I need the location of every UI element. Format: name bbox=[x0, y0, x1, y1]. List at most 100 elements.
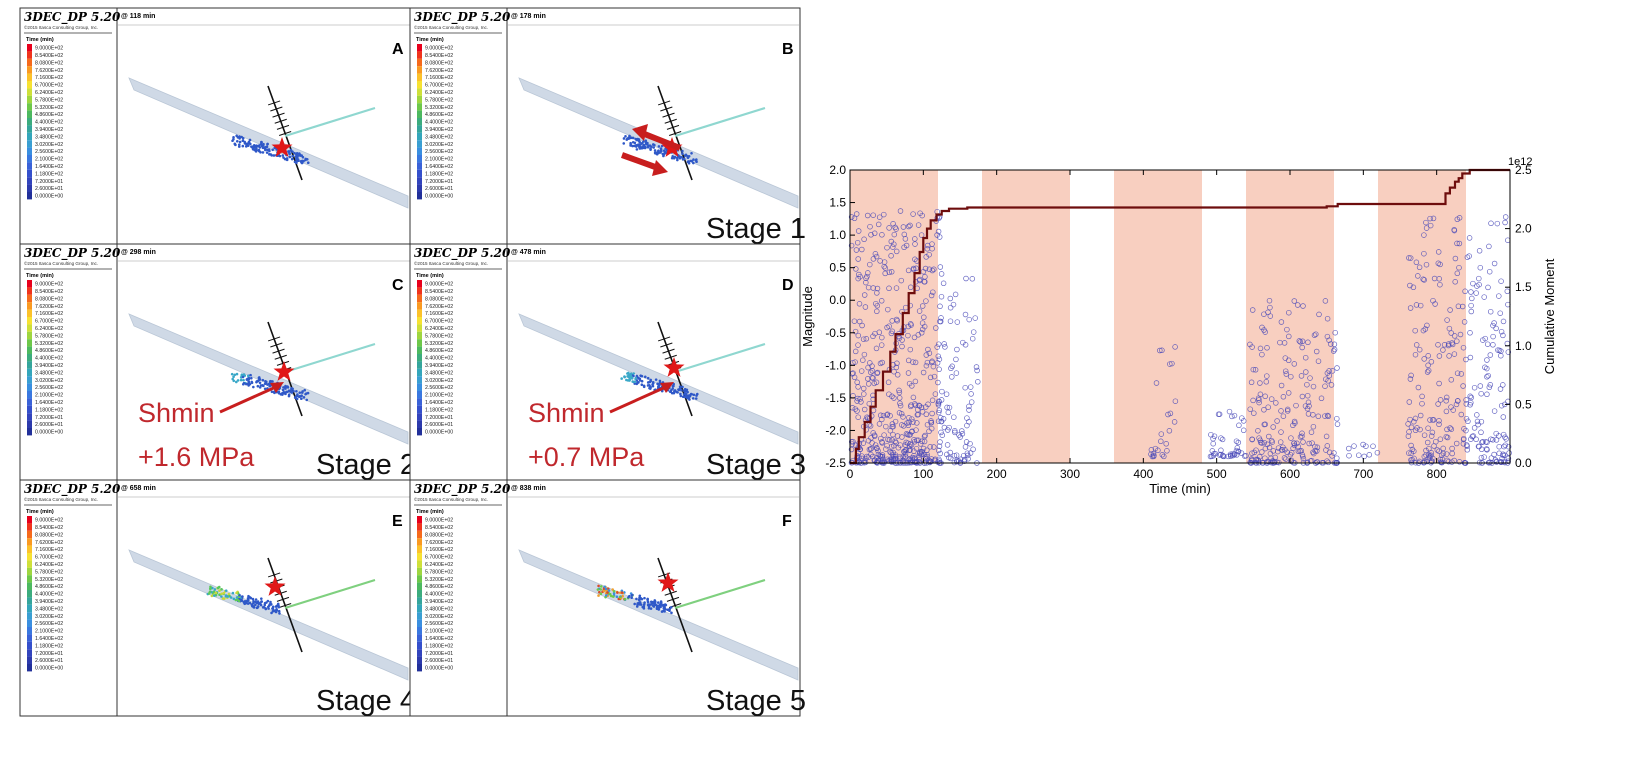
event-point bbox=[1474, 418, 1481, 425]
legend-swatch bbox=[27, 398, 32, 406]
event-point bbox=[922, 274, 928, 280]
event-point bbox=[862, 304, 869, 310]
event-point bbox=[923, 362, 930, 369]
event-dot bbox=[642, 146, 646, 150]
event-point bbox=[1274, 418, 1280, 424]
event-point bbox=[1412, 351, 1419, 358]
event-point bbox=[1421, 356, 1427, 362]
event-point bbox=[956, 432, 962, 438]
legend-swatch bbox=[417, 132, 422, 141]
event-dot bbox=[300, 397, 303, 401]
event-dot bbox=[262, 142, 265, 146]
event-point bbox=[862, 459, 869, 466]
event-point bbox=[851, 374, 858, 381]
event-point bbox=[874, 308, 880, 315]
event-point bbox=[925, 401, 931, 408]
event-point bbox=[882, 270, 888, 277]
event-point bbox=[1449, 450, 1455, 457]
event-point bbox=[1325, 413, 1332, 420]
event-dot bbox=[678, 385, 682, 388]
event-dot bbox=[263, 382, 267, 386]
event-point bbox=[1240, 427, 1247, 434]
event-point bbox=[1329, 368, 1336, 374]
event-point bbox=[1293, 402, 1299, 409]
legend-value: 7.6200E+02 bbox=[35, 540, 63, 546]
event-dot bbox=[609, 594, 613, 598]
legend-value: 7.2000E+01 bbox=[35, 415, 63, 421]
event-dot bbox=[657, 149, 660, 153]
event-point bbox=[1300, 439, 1306, 445]
legend-value: 9.0000E+02 bbox=[35, 46, 63, 52]
legend-swatch bbox=[417, 110, 422, 118]
event-point bbox=[1167, 361, 1173, 367]
event-point bbox=[873, 253, 880, 260]
legend-swatch bbox=[27, 44, 32, 52]
event-point bbox=[868, 232, 874, 238]
event-dot bbox=[651, 383, 654, 386]
fracture-streak bbox=[674, 106, 766, 138]
event-point bbox=[1486, 243, 1492, 250]
stress-arrowhead bbox=[660, 382, 674, 393]
event-point bbox=[914, 420, 920, 426]
legend-swatch bbox=[417, 346, 422, 354]
event-point bbox=[952, 428, 958, 434]
event-dot bbox=[678, 156, 682, 160]
event-dot bbox=[627, 374, 630, 378]
panel-f: 3DEC_DP 5.20©2015 Itasca Consulting Grou… bbox=[409, 479, 806, 717]
event-point bbox=[1445, 458, 1452, 465]
event-dot bbox=[258, 602, 261, 605]
legend-value: 2.5600E+02 bbox=[35, 621, 63, 627]
event-point bbox=[1299, 430, 1305, 437]
event-point bbox=[899, 343, 905, 350]
event-point bbox=[1490, 342, 1496, 348]
legend-value: 1.1800E+02 bbox=[35, 643, 63, 649]
event-point bbox=[954, 319, 961, 325]
event-dot bbox=[638, 147, 642, 150]
event-dot bbox=[235, 591, 238, 595]
legend-value: 7.2000E+01 bbox=[425, 415, 453, 421]
event-point bbox=[863, 336, 870, 342]
event-point bbox=[1502, 219, 1508, 226]
event-point bbox=[1412, 415, 1419, 422]
x-axis-label: Time (min) bbox=[1149, 481, 1211, 496]
legend-swatch bbox=[27, 58, 32, 67]
event-point bbox=[900, 414, 906, 420]
event-dot bbox=[638, 598, 641, 602]
event-point bbox=[1305, 339, 1311, 346]
event-point bbox=[919, 326, 926, 333]
event-point bbox=[1415, 273, 1421, 279]
event-point bbox=[938, 293, 945, 300]
legend-value: 2.5600E+02 bbox=[35, 385, 63, 391]
event-dot bbox=[281, 154, 285, 157]
event-point bbox=[891, 231, 898, 238]
legend-value: 7.6200E+02 bbox=[425, 304, 453, 310]
event-point bbox=[1437, 436, 1444, 442]
legend-swatch bbox=[27, 361, 32, 369]
panel-b: 3DEC_DP 5.20©2015 Itasca Consulting Grou… bbox=[409, 7, 806, 245]
event-point bbox=[972, 315, 978, 321]
event-point bbox=[928, 292, 935, 299]
legend-swatch bbox=[27, 567, 32, 576]
event-point bbox=[905, 440, 911, 446]
casing-tick bbox=[664, 118, 677, 124]
event-point bbox=[885, 379, 892, 386]
legend-value: 6.2400E+02 bbox=[425, 326, 453, 332]
event-dot bbox=[304, 392, 307, 396]
event-point bbox=[1282, 368, 1289, 374]
event-point bbox=[1278, 429, 1284, 435]
event-point bbox=[1424, 369, 1431, 375]
event-point bbox=[1429, 417, 1436, 423]
event-dot bbox=[238, 140, 242, 144]
event-point bbox=[1406, 399, 1413, 405]
event-point bbox=[913, 427, 919, 433]
event-point bbox=[897, 208, 904, 214]
event-point bbox=[964, 422, 970, 429]
event-point bbox=[852, 348, 859, 355]
copyright-text: ©2015 Itasca Consulting Group, Inc. bbox=[24, 496, 98, 502]
event-point bbox=[973, 364, 980, 370]
event-dot bbox=[683, 395, 687, 399]
y2-tick-label: 2.5 bbox=[1515, 163, 1532, 177]
event-point bbox=[919, 303, 926, 309]
event-dot bbox=[656, 382, 659, 386]
event-point bbox=[1427, 215, 1433, 222]
